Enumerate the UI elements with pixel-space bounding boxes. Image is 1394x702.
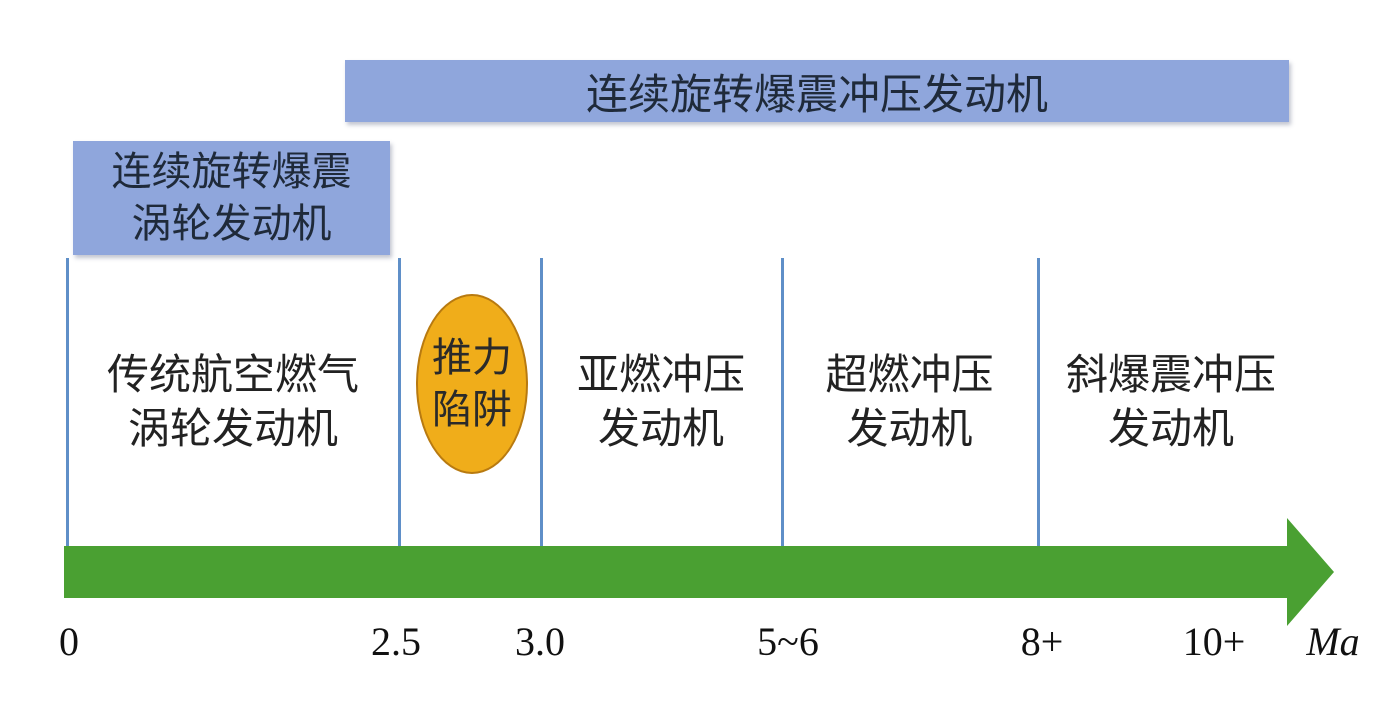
band-left-label-line1: 连续旋转爆震 — [111, 149, 352, 195]
axis-unit-mach: Ma — [1306, 619, 1360, 664]
divider-2-5 — [398, 258, 401, 546]
region-scramjet: 超燃冲压 发动机 — [825, 350, 994, 453]
region-subsonic-ramjet: 亚燃冲压 发动机 — [576, 350, 745, 453]
divider-5-6 — [781, 258, 784, 546]
tick-2-5: 2.5 — [371, 619, 421, 664]
divider-8 — [1037, 258, 1040, 546]
tick-5-6: 5~6 — [757, 619, 819, 664]
tick-3-0: 3.0 — [515, 619, 565, 664]
thrust-trap-ellipse: 推力 陷阱 — [416, 294, 528, 474]
band-left-label-line2: 涡轮发动机 — [131, 201, 332, 247]
region-oblique-detonation: 斜爆震冲压 发动机 — [1065, 350, 1276, 453]
tick-8plus: 8+ — [1020, 619, 1064, 664]
arrow-shape — [64, 518, 1334, 626]
region-turbine-engine: 传统航空燃气 涡轮发动机 — [106, 350, 359, 453]
divider-3-0 — [540, 258, 543, 546]
band-rotating-detonation-ramjet: 连续旋转爆震冲压发动机 — [345, 60, 1289, 122]
divider-0 — [66, 258, 69, 546]
tick-10plus: 10+ — [1182, 619, 1246, 664]
band-top-label: 连续旋转爆震冲压发动机 — [585, 69, 1048, 119]
band-rotating-detonation-turbine: 连续旋转爆震 涡轮发动机 — [73, 141, 390, 255]
tick-0: 0 — [59, 619, 79, 664]
